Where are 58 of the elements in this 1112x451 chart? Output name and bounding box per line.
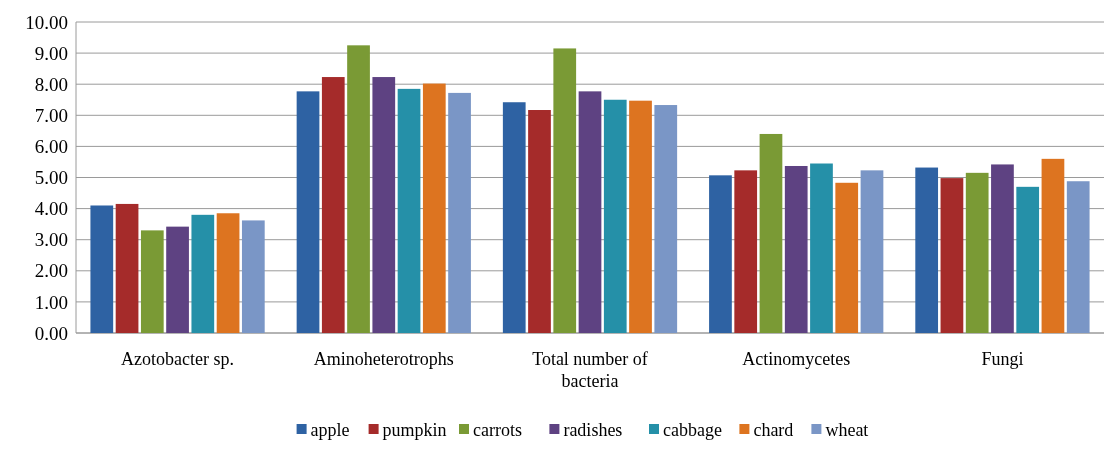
y-tick-label: 6.00 [34,136,68,158]
bar [528,110,551,333]
bar [140,230,164,333]
x-tick-label: Azotobacter sp. [121,349,235,369]
y-tick-label: 9.00 [34,42,68,64]
legend-label: carrots [473,420,522,440]
bar [991,164,1014,333]
legend-label: chard [753,420,794,440]
y-tick-label: 4.00 [34,198,68,220]
bar [191,214,215,333]
y-tick-label: 2.00 [34,260,68,282]
y-tick-label: 7.00 [34,104,68,126]
bar [115,203,139,333]
bar [502,102,526,333]
y-tick-label: 0.00 [34,322,68,344]
bar [553,48,577,333]
bar [241,220,265,333]
bar [860,170,884,333]
legend-label: cabbage [663,420,722,440]
bar [940,178,964,333]
bar [296,91,320,333]
y-tick-label: 10.00 [25,11,68,33]
bar [915,167,939,333]
legend-label: radishes [563,420,623,440]
bar [1066,181,1090,333]
legend-label: apple [310,420,350,440]
y-tick-label: 5.00 [34,167,68,189]
x-tick-label: Aminoheterotrophs [313,349,454,369]
x-tick-label: Actinomycetes [742,349,851,369]
bar [759,133,783,333]
legend-label: pumpkin [382,420,447,440]
bar [448,92,471,333]
bar [90,205,114,333]
bar [1041,158,1065,333]
x-tick-label: Total number of bacteria [532,349,648,391]
bar [372,77,396,333]
bar [965,172,989,333]
bar [422,83,446,333]
bar [603,99,627,333]
y-tick-label: 3.00 [34,229,68,251]
y-tick-label: 1.00 [34,291,68,313]
bar [1016,186,1040,333]
bar [321,77,345,333]
bar [397,88,421,333]
bar [347,45,370,333]
bar [835,182,859,333]
bar [709,175,732,333]
x-tick-label: Fungi [981,349,1024,369]
bar [734,170,758,333]
bar [166,226,189,333]
y-tick-label: 8.00 [34,73,68,95]
bar [654,105,678,333]
bar [784,165,808,333]
legend-label: wheat [825,420,869,440]
bar [578,91,602,333]
bar [216,213,240,333]
bar [629,100,652,333]
bar [810,163,833,333]
